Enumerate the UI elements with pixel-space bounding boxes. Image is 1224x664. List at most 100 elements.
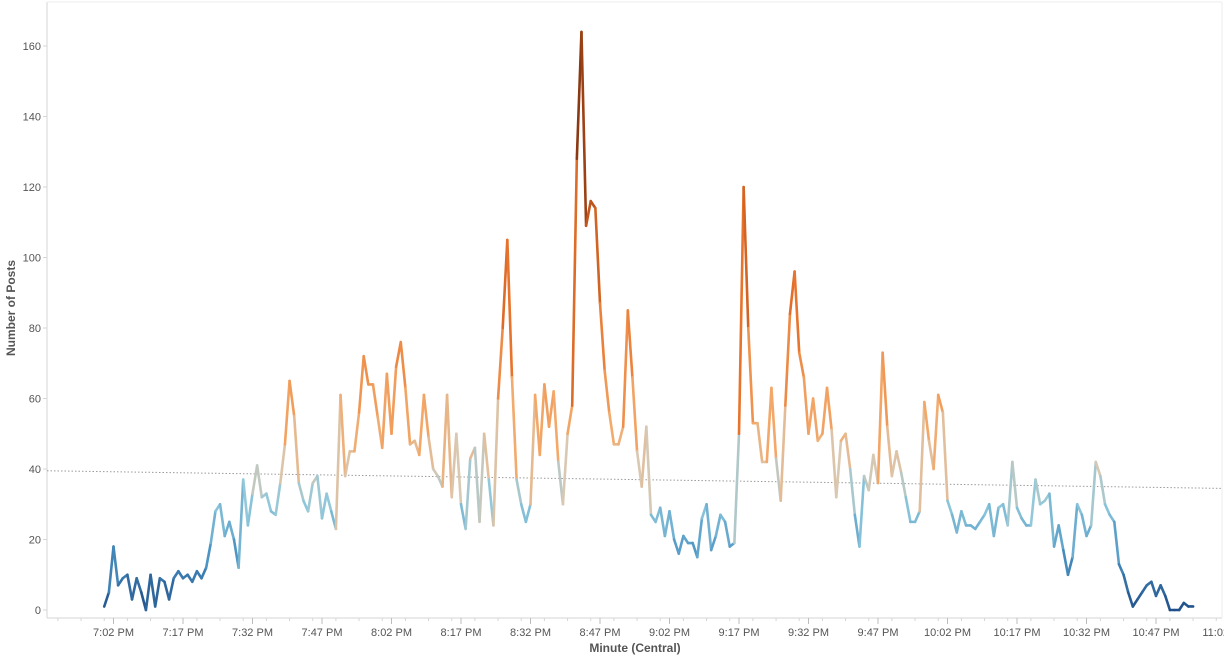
series-line-segment (1029, 478, 1037, 527)
series-line-segment (163, 580, 171, 601)
y-axis-ticks: 0 20 40 60 80 100 120 140 160 (23, 41, 47, 617)
data-point (405, 387, 406, 388)
series-line-segment (719, 513, 727, 524)
series-line-segment (1015, 506, 1023, 520)
data-point (1160, 585, 1161, 586)
data-point (609, 412, 610, 413)
data-point (1118, 564, 1119, 565)
data-point (358, 412, 359, 413)
series-line-segment (797, 351, 806, 379)
data-point (762, 461, 763, 462)
data-point (683, 535, 684, 536)
data-point (1044, 500, 1045, 501)
data-point (715, 535, 716, 536)
data-point (1049, 493, 1050, 494)
data-point (1077, 504, 1078, 505)
data-point (845, 433, 846, 434)
data-point (1109, 514, 1110, 515)
series-line-segment (594, 206, 602, 305)
data-point (479, 521, 480, 522)
series-line-segment (283, 379, 291, 446)
data-point (1086, 535, 1087, 536)
data-point (1012, 461, 1013, 462)
series-line-segment (510, 376, 518, 481)
data-point (340, 394, 341, 395)
series-line-segment (112, 545, 120, 587)
series-line-segment (834, 439, 843, 499)
data-point (910, 521, 911, 522)
series-line-segment (1052, 524, 1060, 548)
series-line-segment (733, 432, 741, 545)
data-point (372, 384, 373, 385)
series-line-segment (1131, 598, 1139, 608)
data-point (1007, 525, 1008, 526)
data-point (502, 327, 503, 328)
data-point (984, 514, 985, 515)
data-point (868, 490, 869, 491)
series-line-segment (714, 513, 722, 538)
data-point (215, 511, 216, 512)
data-point (766, 461, 767, 462)
data-point (474, 447, 475, 448)
series-line-segment (450, 432, 458, 499)
data-point (1100, 475, 1101, 476)
data-point (201, 578, 202, 579)
data-point (1137, 599, 1138, 600)
data-point (544, 384, 545, 385)
series-line-segment (1075, 502, 1084, 517)
series-line-segment (987, 502, 996, 538)
series-line-segment (899, 471, 908, 499)
data-point (535, 394, 536, 395)
data-point (548, 426, 549, 427)
data-point (145, 609, 146, 610)
series-line-segment (130, 576, 138, 601)
series-line-segment (830, 428, 838, 499)
y-tick-label: 100 (23, 253, 41, 265)
series-line-segment (177, 569, 185, 580)
series-line-segment (1126, 591, 1135, 608)
data-point (1003, 504, 1004, 505)
data-point (1035, 479, 1036, 480)
series-line-segment (825, 386, 833, 432)
data-point (632, 377, 633, 378)
data-point (882, 352, 883, 353)
data-point (850, 468, 851, 469)
x-tick-label: 10:17 PM (993, 627, 1040, 639)
series-line-segment (431, 467, 440, 478)
data-point (433, 468, 434, 469)
series-line-segment (705, 502, 713, 552)
x-tick-label: 8:47 PM (580, 627, 621, 639)
series-line-segment (1177, 601, 1186, 612)
data-point (317, 475, 318, 476)
data-point (1104, 504, 1105, 505)
x-axis-title: Minute (Central) (589, 641, 680, 655)
series-line-segment (135, 576, 143, 594)
y-tick-label: 120 (23, 182, 41, 194)
data-point (738, 433, 739, 434)
data-point (840, 440, 841, 441)
data-point (1081, 514, 1082, 515)
series-line-segment (913, 509, 922, 524)
data-point (729, 546, 730, 547)
data-point (437, 475, 438, 476)
data-point (789, 313, 790, 314)
series-line-segment (607, 411, 616, 446)
y-tick-label: 0 (35, 605, 41, 617)
data-point (210, 542, 211, 543)
data-point (382, 447, 383, 448)
series-line-segment (297, 481, 305, 503)
data-point (131, 599, 132, 600)
series-line-segment (1062, 548, 1070, 577)
series-line-segment (867, 453, 875, 492)
series-line-segment (353, 411, 361, 453)
series-line-segment (529, 393, 537, 506)
data-point (298, 483, 299, 484)
data-point (104, 606, 105, 607)
series-line-segment (1011, 460, 1019, 510)
series-line-segment (478, 432, 486, 524)
data-point (354, 451, 355, 452)
series-line-segment (265, 492, 273, 513)
y-tick-label: 140 (23, 112, 41, 124)
series-line-segment (742, 185, 750, 330)
